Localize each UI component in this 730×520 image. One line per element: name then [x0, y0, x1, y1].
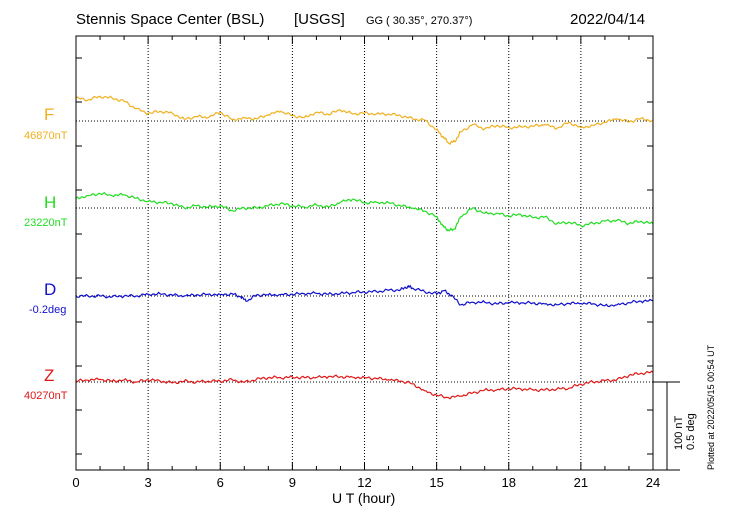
x-tick-label: 18 — [502, 475, 516, 490]
x-tick-label: 6 — [217, 475, 224, 490]
x-tick-label: 15 — [429, 475, 443, 490]
coords-label: ( 30.35°, 270.37°) — [386, 15, 473, 27]
grid-lines — [147, 36, 582, 470]
series-line-f — [75, 95, 654, 145]
scale-bar-label: 100 nT 0.5 deg — [673, 413, 697, 450]
scale-bar-deg: 0.5 deg — [685, 413, 697, 450]
channel-h-baseline: 23220nT — [24, 217, 68, 229]
series-line-d — [75, 284, 654, 308]
series-line-z — [75, 370, 654, 400]
x-tick-label: 9 — [289, 475, 296, 490]
channel-f-label: F — [44, 105, 55, 124]
channel-f-baseline: 46870nT — [24, 130, 68, 142]
channel-z-label: Z — [44, 366, 55, 385]
station-title: Stennis Space Center (BSL) — [76, 11, 265, 28]
scale-bar-nt: 100 nT — [673, 415, 685, 450]
x-tick-label: 3 — [145, 475, 152, 490]
channel-d-label: D — [44, 280, 57, 299]
agency-label: [USGS] — [294, 11, 345, 28]
series-line-h — [75, 191, 654, 232]
plotted-at-note: Plotted at 2022/05/15 00:54 UT — [706, 344, 716, 470]
x-tick-label: 21 — [574, 475, 588, 490]
x-tick-label: 24 — [646, 475, 660, 490]
channel-d-baseline: -0.2deg — [29, 304, 67, 316]
x-tick-label: 0 — [72, 475, 79, 490]
data-series — [75, 95, 654, 400]
x-tick-label: 12 — [357, 475, 371, 490]
plot-date: 2022/04/14 — [570, 11, 646, 28]
axis-ticks: 0 3 6 9 12 15 18 21 24 — [72, 36, 660, 490]
channel-z-baseline: 40270nT — [24, 390, 68, 402]
scale-bar — [653, 381, 680, 471]
channel-h-label: H — [44, 193, 57, 212]
x-axis-title: U T (hour) — [332, 490, 396, 506]
coords-prefix: GG — [366, 15, 384, 27]
channel-baselines — [76, 120, 653, 383]
